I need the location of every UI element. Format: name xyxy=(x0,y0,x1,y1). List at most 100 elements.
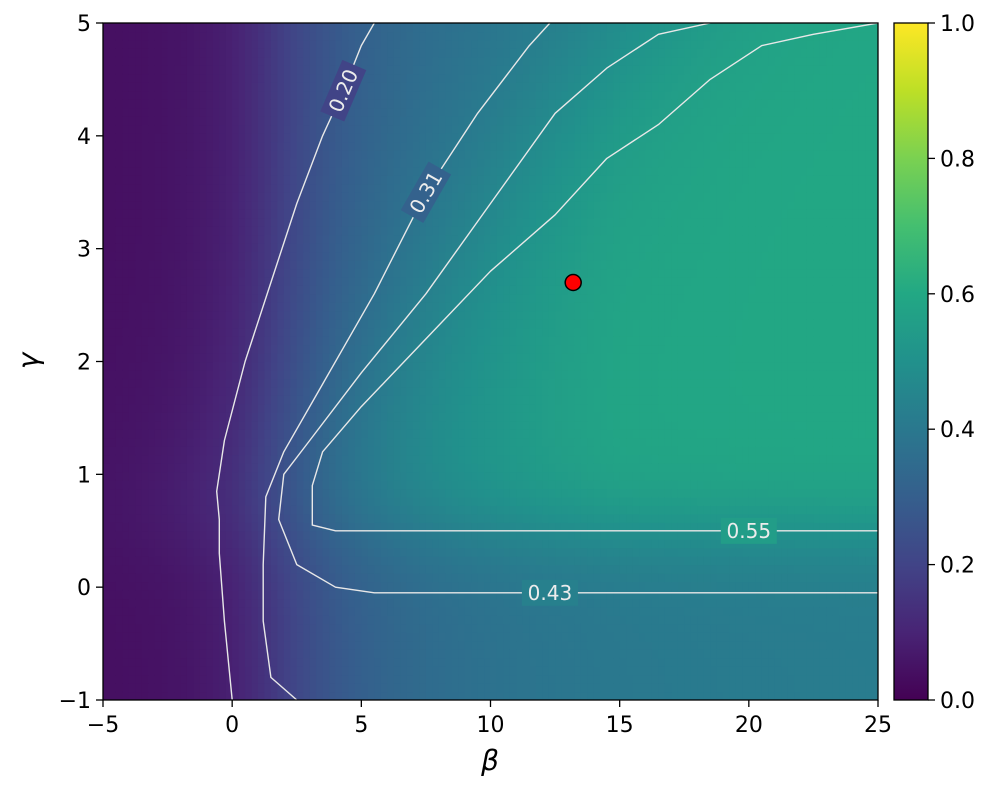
heatmap-cell xyxy=(193,395,201,405)
heatmap-cell xyxy=(471,82,479,92)
heatmap-cell xyxy=(380,90,388,100)
heatmap-cell xyxy=(387,200,395,210)
heatmap-cell xyxy=(161,158,169,168)
heatmap-cell xyxy=(258,124,266,134)
heatmap-cell xyxy=(471,556,479,566)
heatmap-cell xyxy=(232,573,240,583)
heatmap-cell xyxy=(193,606,201,616)
heatmap-cell xyxy=(354,133,362,143)
heatmap-cell xyxy=(309,99,317,109)
heatmap-cell xyxy=(115,437,123,447)
heatmap-cell xyxy=(400,310,408,320)
heatmap-cell xyxy=(471,454,479,464)
heatmap-cell xyxy=(387,302,395,312)
heatmap-cell xyxy=(335,259,343,270)
heatmap-cell xyxy=(115,285,123,295)
heatmap-cell xyxy=(490,175,498,185)
heatmap-cell xyxy=(413,302,421,312)
heatmap-cell xyxy=(322,48,330,58)
heatmap-cell xyxy=(161,276,169,286)
heatmap-cell xyxy=(128,623,136,633)
heatmap-cell xyxy=(335,369,343,380)
heatmap-cell xyxy=(458,403,466,413)
heatmap-cell xyxy=(141,353,149,363)
heatmap-cell xyxy=(148,217,156,227)
heatmap-cell xyxy=(219,73,227,83)
heatmap-cell xyxy=(103,158,111,168)
heatmap-cell xyxy=(245,454,253,464)
heatmap-cell xyxy=(206,666,214,676)
heatmap-cell xyxy=(393,336,401,346)
heatmap-cell xyxy=(335,209,343,219)
heatmap-cell xyxy=(109,133,117,143)
heatmap-cell xyxy=(432,226,440,236)
heatmap-cell xyxy=(148,99,156,109)
heatmap-cell xyxy=(135,158,143,168)
heatmap-cell xyxy=(238,149,246,159)
heatmap-cell xyxy=(186,666,195,676)
heatmap-cell xyxy=(335,640,343,650)
heatmap-cell xyxy=(212,107,220,117)
heatmap-cell xyxy=(186,454,195,464)
heatmap-cell xyxy=(445,530,453,540)
heatmap-cell xyxy=(477,369,485,380)
heatmap-cell xyxy=(109,217,117,227)
heatmap-cell xyxy=(109,166,117,176)
heatmap-cell xyxy=(251,657,259,667)
heatmap-cell xyxy=(122,99,130,109)
heatmap-cell xyxy=(122,691,130,700)
heatmap-cell xyxy=(174,327,182,337)
heatmap-cell xyxy=(290,674,298,684)
heatmap-cell xyxy=(135,564,143,574)
heatmap-cell xyxy=(451,217,459,227)
heatmap-cell xyxy=(309,556,317,566)
heatmap-cell xyxy=(419,657,427,667)
heatmap-cell xyxy=(413,691,421,700)
heatmap-cell xyxy=(471,615,479,625)
heatmap-cell xyxy=(199,285,207,295)
heatmap-cell xyxy=(329,73,337,83)
heatmap-cell xyxy=(400,564,408,574)
heatmap-cell xyxy=(309,522,317,532)
heatmap-cell xyxy=(186,217,195,227)
heatmap-cell xyxy=(477,378,485,388)
heatmap-cell xyxy=(238,691,246,700)
heatmap-cell xyxy=(445,107,453,117)
heatmap-cell xyxy=(115,336,123,346)
heatmap-cell xyxy=(484,344,492,354)
heatmap-cell xyxy=(296,386,304,396)
heatmap-cell xyxy=(374,31,382,41)
heatmap-cell xyxy=(393,361,401,371)
heatmap-cell xyxy=(264,556,272,566)
heatmap-cell xyxy=(348,547,356,557)
heatmap-cell xyxy=(348,556,356,566)
heatmap-cell xyxy=(329,463,337,473)
heatmap-cell xyxy=(309,234,317,244)
heatmap-cell xyxy=(458,124,466,134)
heatmap-cell xyxy=(445,615,453,625)
heatmap-cell xyxy=(406,285,414,295)
heatmap-cell xyxy=(496,403,505,413)
heatmap-cell xyxy=(193,226,201,236)
heatmap-cell xyxy=(193,691,201,700)
heatmap-cell xyxy=(354,378,362,388)
heatmap-cell xyxy=(503,606,511,616)
heatmap-cell xyxy=(238,65,246,75)
heatmap-cell xyxy=(193,217,201,227)
heatmap-cell xyxy=(283,429,291,439)
heatmap-cell xyxy=(503,556,511,566)
heatmap-cell xyxy=(387,141,395,151)
heatmap-cell xyxy=(290,310,298,320)
heatmap-cell xyxy=(387,581,395,591)
heatmap-cell xyxy=(400,606,408,616)
heatmap-cell xyxy=(186,48,195,58)
heatmap-cell xyxy=(290,82,298,92)
heatmap-cell xyxy=(445,649,453,659)
heatmap-cell xyxy=(199,82,207,92)
heatmap-cell xyxy=(329,226,337,236)
heatmap-cell xyxy=(477,640,485,650)
heatmap-cell xyxy=(387,234,395,244)
heatmap-cell xyxy=(406,505,414,515)
heatmap-cell xyxy=(135,99,143,109)
heatmap-cell xyxy=(387,496,395,506)
